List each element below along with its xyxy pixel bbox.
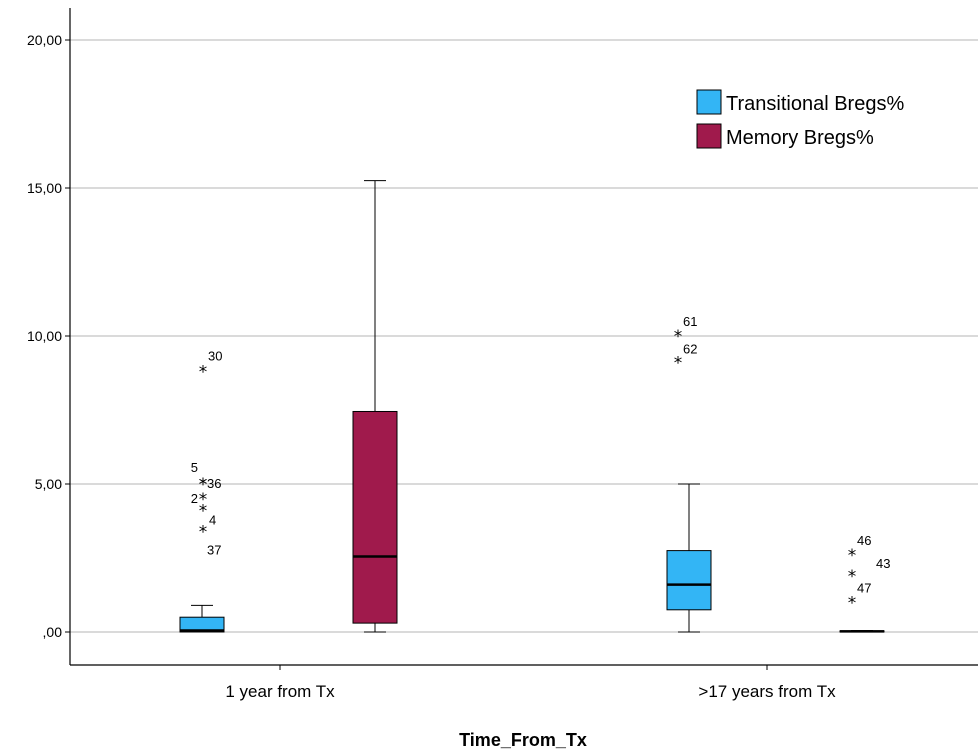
y-tick-label: 10,00 xyxy=(27,328,62,344)
y-axis-ticks: ,00 5,00 10,00 15,00 20,00 xyxy=(27,32,70,640)
iqr-box xyxy=(352,410,398,624)
box-transitional-1 xyxy=(666,483,712,633)
iqr-box xyxy=(179,616,225,633)
outlier-star: * xyxy=(199,502,208,522)
gridlines xyxy=(70,39,978,633)
outlier-star: * xyxy=(674,327,683,347)
outlier-star: * xyxy=(199,475,208,495)
x-category-label: >17 years from Tx xyxy=(698,682,836,701)
y-tick-label: 15,00 xyxy=(27,180,62,196)
outlier-label: 5 xyxy=(191,460,198,475)
legend-label: Transitional Bregs% xyxy=(726,93,904,115)
outlier-star: * xyxy=(199,475,208,495)
legend-swatch xyxy=(696,123,722,149)
outlier-label: 2 xyxy=(191,491,198,506)
outlier-star: * xyxy=(848,546,857,566)
outlier-label: 4 xyxy=(209,513,216,528)
box-memory-1 xyxy=(839,630,885,633)
x-axis-categories: 1 year from Tx >17 years from Tx xyxy=(225,665,836,701)
outlier-points: *30*5* 36*2* 4*37*61*62*46*43*47 xyxy=(191,314,891,613)
y-tick-label: 20,00 xyxy=(27,32,62,48)
outlier-label: 47 xyxy=(857,580,871,595)
outlier-label: 46 xyxy=(857,533,871,548)
outlier-star: * xyxy=(848,567,857,587)
outlier-label: 30 xyxy=(208,349,222,364)
legend-label: Memory Bregs% xyxy=(726,127,874,149)
x-axis-title: Time_From_Tx xyxy=(459,730,587,750)
outlier-star: * xyxy=(848,593,857,613)
outlier-star: * xyxy=(199,490,208,510)
outlier-label: 62 xyxy=(683,342,697,357)
outlier-label: 43 xyxy=(876,556,890,571)
y-tick-label: 5,00 xyxy=(35,476,62,492)
outlier-star: * xyxy=(674,354,683,374)
box-series xyxy=(179,180,885,633)
box-memory-0 xyxy=(352,180,398,633)
outlier-star: * xyxy=(199,363,208,383)
outlier-label: 37 xyxy=(207,542,221,557)
legend-swatch xyxy=(696,89,722,115)
x-category-label: 1 year from Tx xyxy=(225,682,335,701)
legend: Transitional Bregs% Memory Bregs% xyxy=(696,89,904,149)
y-tick-label: ,00 xyxy=(43,624,63,640)
box-transitional-0 xyxy=(179,604,225,633)
outlier-label: 61 xyxy=(683,314,697,329)
outlier-label: 36 xyxy=(207,476,221,491)
outlier-star: * xyxy=(199,522,208,542)
iqr-box xyxy=(666,550,712,611)
